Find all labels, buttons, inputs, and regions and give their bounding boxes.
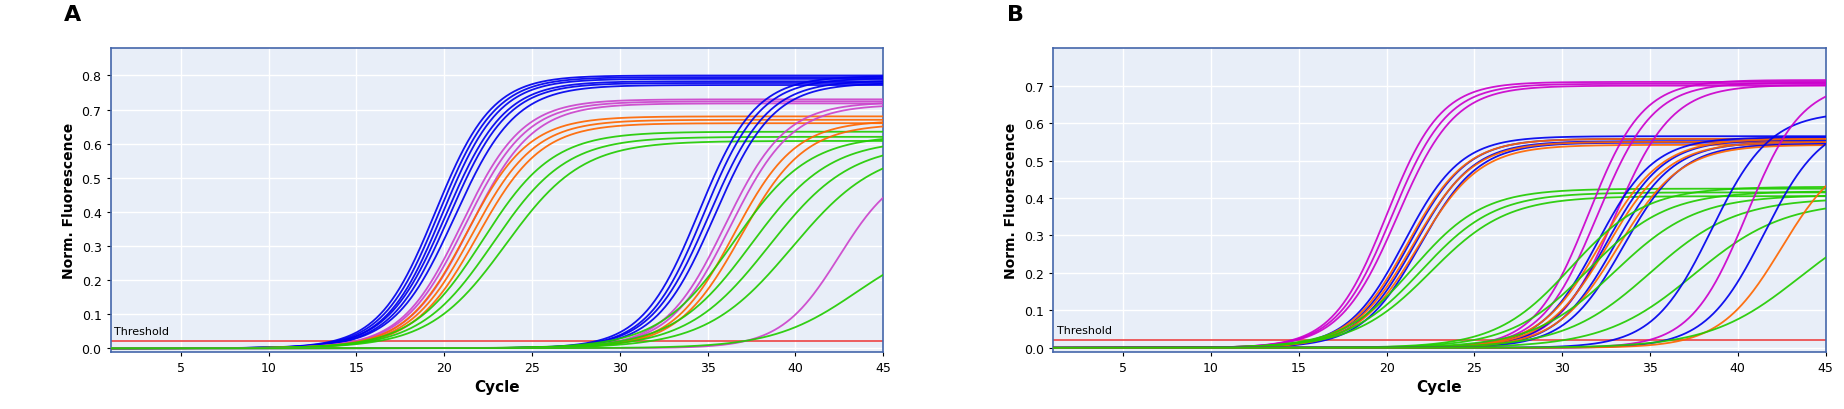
Y-axis label: Norm. Fluorescence: Norm. Fluorescence (63, 122, 76, 279)
Y-axis label: Norm. Fluorescence: Norm. Fluorescence (1005, 122, 1018, 279)
Text: B: B (1007, 5, 1023, 25)
Text: Threshold: Threshold (114, 326, 170, 336)
X-axis label: Cycle: Cycle (1416, 379, 1462, 394)
X-axis label: Cycle: Cycle (474, 379, 520, 394)
Text: A: A (65, 5, 81, 25)
Text: Threshold: Threshold (1057, 325, 1112, 335)
